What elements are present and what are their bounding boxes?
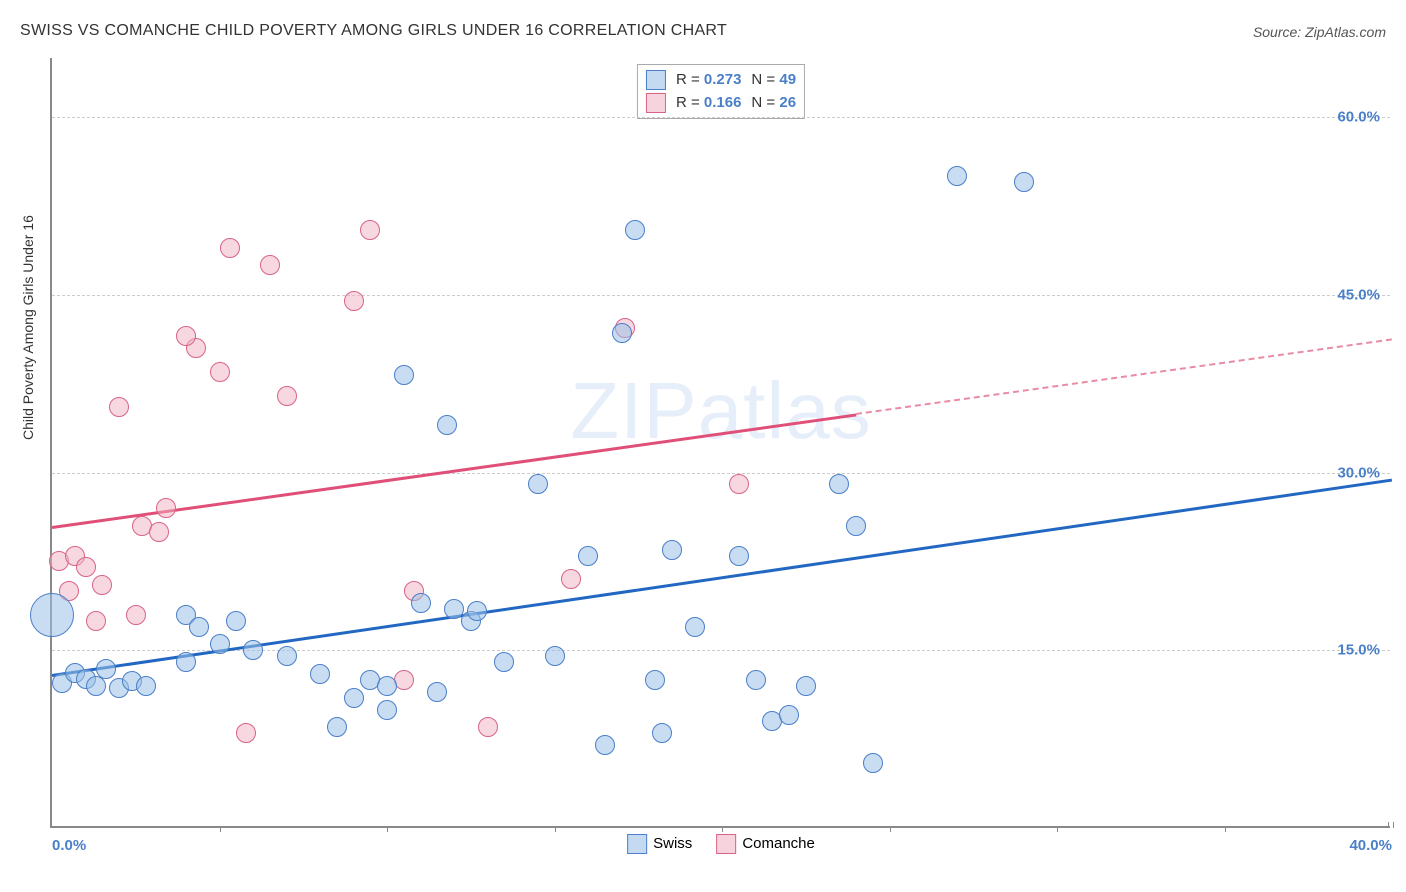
data-point-swiss xyxy=(327,717,347,737)
data-point-swiss xyxy=(662,540,682,560)
x-tick xyxy=(1225,826,1226,832)
correlation-chart: SWISS VS COMANCHE CHILD POVERTY AMONG GI… xyxy=(0,0,1406,892)
data-point-comanche xyxy=(92,575,112,595)
data-point-swiss xyxy=(578,546,598,566)
data-point-swiss xyxy=(545,646,565,666)
data-point-swiss xyxy=(210,634,230,654)
data-point-comanche xyxy=(236,723,256,743)
trendline-comanche-dashed xyxy=(856,339,1392,416)
data-point-comanche xyxy=(260,255,280,275)
data-point-comanche xyxy=(220,238,240,258)
bottom-legend: Swiss Comanche xyxy=(627,834,815,854)
data-point-comanche xyxy=(360,220,380,240)
data-point-swiss xyxy=(344,688,364,708)
swiss-swatch-icon xyxy=(627,834,647,854)
data-point-swiss xyxy=(947,166,967,186)
data-point-swiss xyxy=(625,220,645,240)
data-point-comanche xyxy=(126,605,146,625)
x-tick-label: 40.0% xyxy=(1349,837,1392,854)
x-tick xyxy=(1057,826,1058,832)
legend-stats-row-comanche: R = 0.166 N = 26 xyxy=(646,92,796,115)
data-point-swiss xyxy=(494,652,514,672)
data-point-comanche xyxy=(176,326,196,346)
data-point-swiss xyxy=(467,601,487,621)
data-point-swiss xyxy=(652,723,672,743)
data-point-swiss xyxy=(685,617,705,637)
data-point-swiss xyxy=(377,676,397,696)
y-tick-label: 30.0% xyxy=(1337,464,1380,481)
data-point-swiss xyxy=(176,652,196,672)
comanche-swatch-icon xyxy=(646,93,666,113)
y-tick-label: 60.0% xyxy=(1337,109,1380,126)
gridline xyxy=(52,473,1390,474)
gridline xyxy=(52,295,1390,296)
data-point-comanche xyxy=(729,474,749,494)
data-point-swiss xyxy=(1014,172,1034,192)
data-point-swiss xyxy=(427,682,447,702)
data-point-swiss xyxy=(863,753,883,773)
data-point-swiss xyxy=(846,516,866,536)
data-point-comanche xyxy=(561,569,581,589)
data-point-swiss xyxy=(411,593,431,613)
x-tick xyxy=(387,826,388,832)
data-point-swiss xyxy=(796,676,816,696)
data-point-swiss xyxy=(437,415,457,435)
data-point-swiss xyxy=(136,676,156,696)
data-point-swiss xyxy=(310,664,330,684)
x-tick xyxy=(890,826,891,832)
data-point-swiss xyxy=(243,640,263,660)
x-tick xyxy=(722,826,723,832)
data-point-comanche xyxy=(156,498,176,518)
y-tick-label: 15.0% xyxy=(1337,642,1380,659)
plot-area: ZIPatlas R = 0.273 N = 49 R = 0.166 N = … xyxy=(50,58,1390,828)
chart-title: SWISS VS COMANCHE CHILD POVERTY AMONG GI… xyxy=(20,22,727,40)
data-point-swiss xyxy=(528,474,548,494)
data-point-swiss xyxy=(612,323,632,343)
x-tick xyxy=(220,826,221,832)
data-point-swiss xyxy=(645,670,665,690)
source-attribution: Source: ZipAtlas.com xyxy=(1253,24,1386,40)
gridline xyxy=(52,117,1390,118)
comanche-swatch-icon xyxy=(716,834,736,854)
data-point-swiss xyxy=(277,646,297,666)
watermark: ZIPatlas xyxy=(570,365,871,457)
data-point-swiss xyxy=(189,617,209,637)
data-point-swiss xyxy=(394,365,414,385)
data-point-comanche xyxy=(210,362,230,382)
data-point-swiss xyxy=(30,593,74,637)
data-point-swiss xyxy=(729,546,749,566)
data-point-comanche xyxy=(478,717,498,737)
data-point-comanche xyxy=(149,522,169,542)
x-tick xyxy=(555,826,556,832)
legend-item-comanche: Comanche xyxy=(716,834,815,854)
data-point-swiss xyxy=(779,705,799,725)
swiss-swatch-icon xyxy=(646,70,666,90)
data-point-comanche xyxy=(344,291,364,311)
data-point-swiss xyxy=(746,670,766,690)
y-axis-label: Child Poverty Among Girls Under 16 xyxy=(20,215,36,440)
data-point-comanche xyxy=(277,386,297,406)
data-point-comanche xyxy=(86,611,106,631)
data-point-swiss xyxy=(829,474,849,494)
legend-stats-row-swiss: R = 0.273 N = 49 xyxy=(646,69,796,92)
legend-item-swiss: Swiss xyxy=(627,834,692,854)
data-point-comanche xyxy=(76,557,96,577)
data-point-swiss xyxy=(96,659,116,679)
data-point-swiss xyxy=(226,611,246,631)
y-tick-label: 45.0% xyxy=(1337,286,1380,303)
x-tick-label: 0.0% xyxy=(52,837,86,854)
data-point-swiss xyxy=(377,700,397,720)
data-point-comanche xyxy=(109,397,129,417)
legend-stats-box: R = 0.273 N = 49 R = 0.166 N = 26 xyxy=(637,64,805,119)
data-point-swiss xyxy=(595,735,615,755)
